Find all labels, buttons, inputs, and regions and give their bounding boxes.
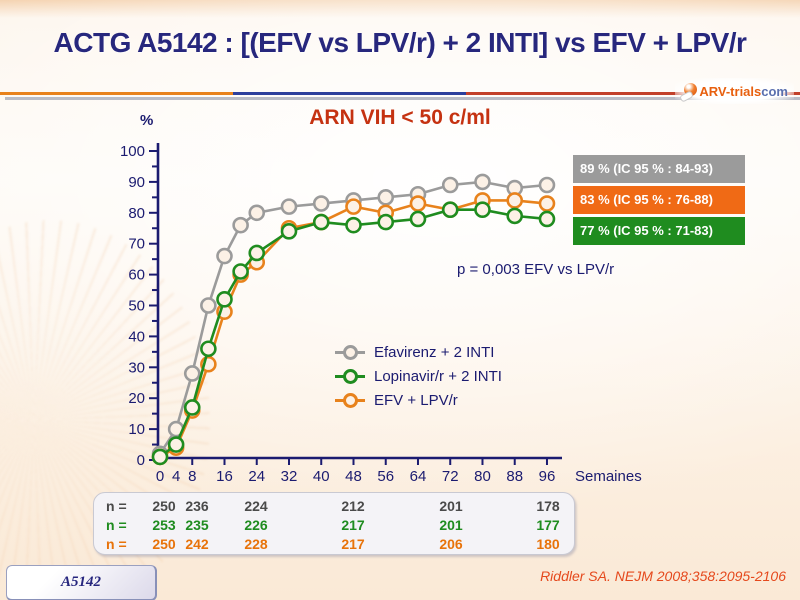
svg-text:40: 40 xyxy=(128,328,145,345)
svg-text:96: 96 xyxy=(539,468,556,485)
result-annotation-boxes: 89 % (IC 95 % : 84-93) 83 % (IC 95 % : 7… xyxy=(573,155,745,248)
svg-text:4: 4 xyxy=(172,468,180,485)
svg-text:48: 48 xyxy=(345,468,362,485)
logo-name: ARV-trials xyxy=(699,83,762,99)
p-value-annotation: p = 0,003 EFV vs LPV/r xyxy=(457,261,615,278)
svg-text:80: 80 xyxy=(474,468,491,485)
svg-text:40: 40 xyxy=(313,468,330,485)
svg-text:70: 70 xyxy=(128,236,145,253)
legend-item-efv-lpv: EFV + LPV/r xyxy=(335,388,502,412)
y-axis-unit-label: % xyxy=(140,112,154,129)
svg-text:60: 60 xyxy=(128,267,145,284)
n-value: 217 xyxy=(341,517,365,533)
legend-marker-orange-icon xyxy=(335,392,365,408)
n-row-label: n = xyxy=(106,517,127,533)
svg-text:0: 0 xyxy=(137,452,145,469)
svg-text:56: 56 xyxy=(377,468,394,485)
svg-text:100: 100 xyxy=(120,143,145,160)
n-row-label: n = xyxy=(106,498,127,514)
n-value: 236 xyxy=(185,498,209,514)
legend-marker-gray-icon xyxy=(335,344,365,360)
n-value: 253 xyxy=(152,517,176,533)
arv-trials-logo[interactable]: ARV-trials com xyxy=(675,78,794,104)
n-value: 242 xyxy=(185,536,209,552)
study-badge-label: A5142 xyxy=(60,574,101,590)
citation: Riddler SA. NEJM 2008;358:2095-2106 xyxy=(540,568,786,584)
n-row: n = 253 235 226 217 201 177 xyxy=(94,517,574,534)
svg-text:80: 80 xyxy=(128,205,145,222)
n-row: n = 250 242 228 217 206 180 xyxy=(94,536,574,553)
n-row-label: n = xyxy=(106,536,127,552)
svg-text:10: 10 xyxy=(128,421,145,438)
legend-item-efavirenz: Efavirenz + 2 INTI xyxy=(335,340,502,364)
stat-box-efavirenz: 89 % (IC 95 % : 84-93) xyxy=(573,155,745,183)
legend-label: Lopinavir/r + 2 INTI xyxy=(374,367,502,385)
svg-text:20: 20 xyxy=(128,390,145,407)
legend-label: Efavirenz + 2 INTI xyxy=(374,343,495,361)
x-axis-label: Semaines xyxy=(575,468,642,485)
svg-text:0: 0 xyxy=(156,468,164,485)
n-value: 206 xyxy=(439,536,463,552)
n-value: 180 xyxy=(536,536,560,552)
n-value: 250 xyxy=(152,536,176,552)
n-row: n = 250 236 224 212 201 178 xyxy=(94,498,574,515)
title-divider-colored xyxy=(0,92,800,95)
svg-text:32: 32 xyxy=(281,468,298,485)
n-value: 235 xyxy=(185,517,209,533)
slide-title: ACTG A5142 : [(EFV vs LPV/r) + 2 INTI] v… xyxy=(53,27,747,58)
svg-text:8: 8 xyxy=(188,468,196,485)
pill-icon xyxy=(679,82,698,103)
n-value: 201 xyxy=(439,517,463,533)
svg-text:50: 50 xyxy=(128,298,145,315)
series-2 xyxy=(151,192,556,466)
n-value: 224 xyxy=(244,498,268,514)
stat-box-efv-lpv: 83 % (IC 95 % : 76-88) xyxy=(573,186,745,214)
n-at-risk-table: n = 250 236 224 212 201 178 n = 253 235 226 217 201 1… xyxy=(93,492,575,555)
chart-legend: Efavirenz + 2 INTI Lopinavir/r + 2 INTI … xyxy=(335,340,502,412)
svg-text:24: 24 xyxy=(248,468,265,485)
svg-text:64: 64 xyxy=(410,468,427,485)
svg-text:88: 88 xyxy=(506,468,523,485)
study-badge: A5142 xyxy=(6,565,157,600)
svg-text:30: 30 xyxy=(128,359,145,376)
svg-text:90: 90 xyxy=(128,174,145,191)
legend-marker-green-icon xyxy=(335,368,365,384)
n-value: 178 xyxy=(536,498,560,514)
chart-title: ARN VIH < 50 c/ml xyxy=(309,106,491,129)
svg-text:16: 16 xyxy=(216,468,233,485)
n-value: 226 xyxy=(244,517,268,533)
legend-item-lopinavir: Lopinavir/r + 2 INTI xyxy=(335,364,502,388)
n-value: 217 xyxy=(341,536,365,552)
n-value: 250 xyxy=(152,498,176,514)
logo-suffix: com xyxy=(761,83,788,99)
n-value: 228 xyxy=(244,536,268,552)
n-value: 212 xyxy=(341,498,365,514)
series-1 xyxy=(151,201,556,466)
svg-text:72: 72 xyxy=(442,468,459,485)
n-value: 201 xyxy=(439,498,463,514)
legend-label: EFV + LPV/r xyxy=(374,391,458,409)
stat-box-lopinavir: 77 % (IC 95 % : 71-83) xyxy=(573,217,745,245)
n-value: 177 xyxy=(536,517,560,533)
title-divider-gray xyxy=(5,97,800,100)
